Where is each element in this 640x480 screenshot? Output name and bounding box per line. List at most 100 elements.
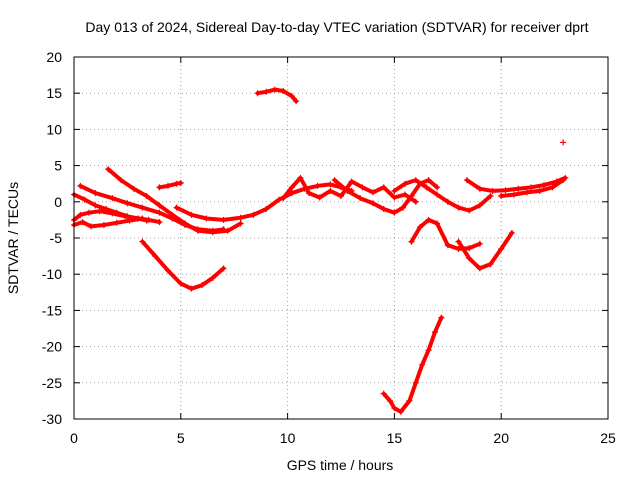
data-point <box>357 195 364 202</box>
series-line <box>409 217 482 251</box>
data-point <box>408 193 415 200</box>
data-point <box>455 245 462 252</box>
data-point <box>338 193 344 200</box>
data-point <box>124 213 131 220</box>
data-point <box>156 202 163 209</box>
data-point <box>316 194 323 201</box>
data-point <box>237 214 244 221</box>
data-point <box>220 265 227 272</box>
y-tick-label: 10 <box>46 121 62 137</box>
data-point <box>523 189 530 196</box>
data-point <box>380 184 387 191</box>
data-point <box>387 397 394 404</box>
data-point <box>399 204 406 211</box>
data-point <box>113 219 120 226</box>
data-point <box>288 93 295 100</box>
data-point <box>145 216 152 223</box>
series-arc-h <box>173 181 355 223</box>
x-tick-label: 15 <box>387 430 403 446</box>
y-tick-label: -10 <box>42 266 62 282</box>
data-point <box>79 219 86 226</box>
data-point <box>408 238 415 245</box>
data-point <box>203 215 210 222</box>
series-line <box>456 230 514 271</box>
data-point <box>177 179 184 186</box>
series-arc-k <box>331 177 441 216</box>
x-tick-label: 10 <box>280 430 296 446</box>
series-arc-p <box>498 177 567 200</box>
data-point <box>92 190 99 197</box>
data-point <box>164 182 171 189</box>
data-point <box>391 209 398 216</box>
data-point <box>560 139 567 146</box>
data-point <box>276 196 283 203</box>
data-point <box>498 193 505 200</box>
data-point <box>117 177 124 184</box>
data-point <box>549 184 556 191</box>
data-point <box>156 209 163 216</box>
data-point <box>476 265 483 272</box>
data-point <box>327 187 334 194</box>
y-tick-label: -5 <box>50 230 63 246</box>
data-point <box>425 177 432 184</box>
y-axis-label: SDTVAR / TECUs <box>5 182 21 294</box>
data-point <box>502 187 509 194</box>
data-point <box>489 187 496 194</box>
data-point <box>156 184 163 191</box>
series-arc-i <box>254 86 300 105</box>
data-point <box>88 223 95 230</box>
data-point <box>476 202 483 209</box>
data-point <box>188 285 195 292</box>
data-point <box>103 206 110 213</box>
data-point <box>391 194 398 201</box>
data-point <box>455 238 462 245</box>
data-point <box>397 408 404 415</box>
data-point <box>263 88 270 95</box>
data-point <box>139 204 146 211</box>
series-arc-m <box>408 216 483 252</box>
data-point <box>293 98 300 105</box>
data-point <box>476 185 483 192</box>
series-line <box>392 178 493 213</box>
series-arc-l <box>391 177 494 214</box>
data-point <box>444 198 451 205</box>
data-point <box>280 195 287 202</box>
data-point <box>455 204 462 211</box>
series-arc-q <box>380 314 445 415</box>
data-point <box>419 361 426 368</box>
data-point <box>194 227 201 234</box>
data-point <box>425 347 432 354</box>
data-point <box>156 219 163 226</box>
data-point <box>92 202 99 209</box>
data-point <box>250 211 257 218</box>
series-arc-c <box>71 191 163 226</box>
data-point <box>182 220 189 227</box>
data-point <box>271 86 278 93</box>
data-point <box>540 182 547 189</box>
data-point <box>402 191 409 198</box>
y-tick-label: 15 <box>46 85 62 101</box>
data-point <box>402 180 409 187</box>
data-point <box>412 198 419 205</box>
data-point <box>288 184 295 191</box>
y-tick-label: -15 <box>42 302 62 318</box>
data-point <box>380 206 387 213</box>
series-arc-r <box>560 139 567 146</box>
data-point <box>77 182 84 189</box>
data-point <box>143 193 150 200</box>
data-point <box>199 282 206 289</box>
data-point <box>113 209 120 216</box>
data-point <box>528 184 535 191</box>
data-point <box>511 191 518 198</box>
data-point <box>100 221 107 228</box>
data-point <box>487 261 494 268</box>
data-point <box>536 187 543 194</box>
data-point <box>173 204 180 211</box>
data-point <box>81 196 88 203</box>
data-point <box>508 229 515 236</box>
data-point <box>263 206 270 213</box>
series-line <box>381 315 444 414</box>
series-arc-n <box>455 229 515 272</box>
data-point <box>560 177 567 184</box>
data-point <box>105 166 112 173</box>
